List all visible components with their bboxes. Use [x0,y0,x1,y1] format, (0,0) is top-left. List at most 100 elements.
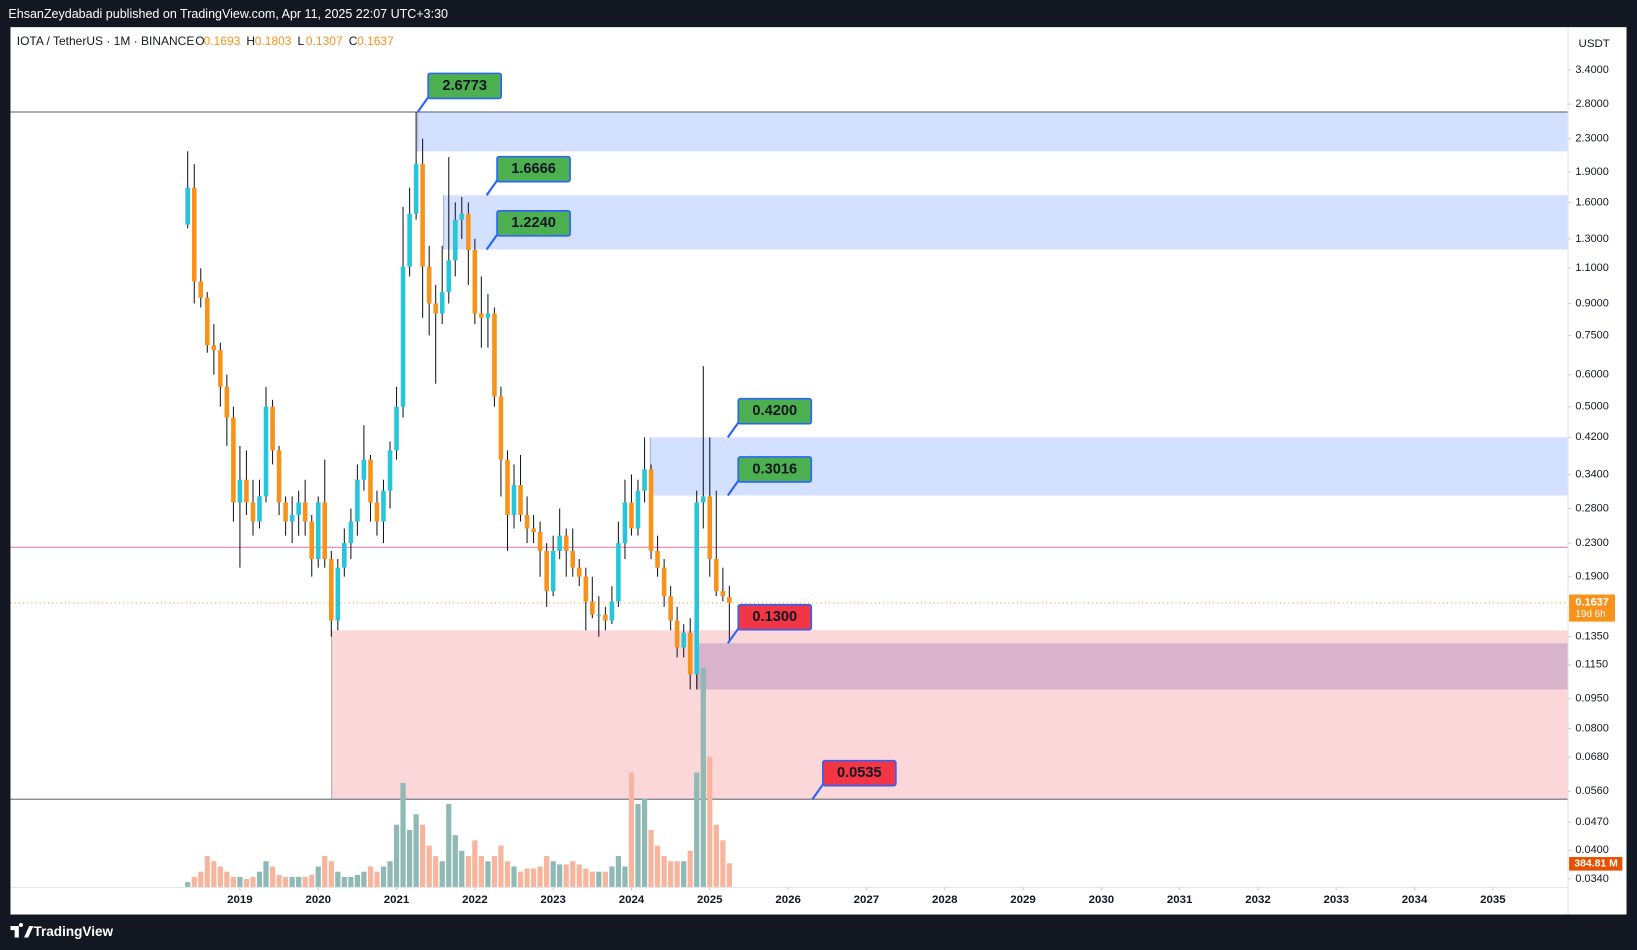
candle-body [433,303,438,314]
candle-body [485,313,491,318]
zone [417,111,1569,152]
volume-bar [602,871,609,888]
callout-box [496,210,571,237]
y-tick-label: 0.1350 [1575,631,1609,643]
publisher: EhsanZeydabadi published on TradingView.… [8,7,448,21]
callout-box [822,759,897,787]
ohlc-letter: O [195,34,204,48]
volume-bar [374,871,380,888]
candle-body [661,567,667,597]
callout-label: 0.4200 [752,403,797,419]
candle-body [472,250,478,314]
candle-body [550,550,556,592]
volume-bar [367,866,374,888]
symbol: IOTA / TetherUS · 1M · BINANCE [17,34,195,48]
candle-body [700,496,706,503]
volume-bar [511,866,517,888]
volume-bar [674,861,680,888]
volume-bar [700,668,706,888]
y-tick-label: 0.1150 [1575,659,1608,671]
x-tick-label: 2026 [775,894,801,906]
x-tick-label: 2028 [932,894,958,906]
callout-box [737,456,813,483]
candle-body [204,297,210,346]
zone [697,643,1569,690]
candle-body [635,490,641,529]
y-tick-label: 0.4200 [1575,431,1609,443]
volume-bar [380,866,387,888]
callout-label: 0.3016 [752,461,797,477]
volume-bar [628,772,635,888]
volume-bar [504,861,511,888]
volume-bar [433,856,439,888]
x-tick-label: 2030 [1089,894,1115,906]
volume-bar [654,845,661,888]
candle-body [642,469,647,491]
y-tick-label: 0.2800 [1575,502,1609,514]
candle-body [479,313,484,318]
volume-bar [322,856,328,888]
candle-body [374,502,380,522]
volume-bar [550,861,556,888]
volume-bar [387,861,393,888]
candle-body [400,266,406,407]
volume-bar [570,861,576,888]
volume-bar [622,866,628,888]
volume-bar [341,876,347,888]
volume-bar [230,876,237,888]
x-tick-label: 2022 [462,894,488,906]
volume-bar [452,835,458,888]
candle-body [368,459,373,503]
volume-bar [328,861,334,888]
volume-bar [211,861,217,888]
volume-bar [250,876,256,888]
volume-bar [309,874,315,888]
candle-body [603,614,608,621]
y-tick-label: 0.0340 [1575,873,1609,885]
candle-body [570,550,576,568]
volume-bar [465,856,471,888]
volume-bar [641,798,648,888]
volume-bar [426,845,432,888]
candle-body [211,345,217,351]
currency: USDT [1579,38,1610,50]
volume-bar [707,756,713,888]
candle-body [309,521,315,560]
countdown: 19d 6h [1575,609,1605,620]
x-tick-label: 2032 [1245,894,1271,906]
candle-body [452,219,458,261]
candle-body [537,532,543,551]
candle-body [381,490,386,522]
volume-bar [302,876,308,888]
volume-bar [237,876,243,888]
volume-bar [635,803,641,888]
x-tick-label: 2019 [227,894,253,906]
volume-bar [491,856,498,888]
candle-body [420,164,425,267]
ohlc-letter: C [349,34,358,48]
x-tick-label: 2029 [1010,894,1036,906]
volume-bar [296,876,302,888]
candle-body [218,350,223,387]
volume-tag [1569,857,1623,871]
candle-body [713,559,719,592]
candle-body [707,496,713,560]
candle-body [557,535,562,551]
candle-body [596,614,602,616]
volume-bar [335,871,341,888]
volume-bar [263,861,269,888]
candle-body [655,550,660,568]
ohlc-value: 0.1637 [357,34,394,48]
x-tick-label: 2034 [1402,894,1428,906]
candle-body [283,502,288,522]
y-tick-label: 0.1900 [1575,571,1609,583]
volume-bar [446,803,452,888]
y-tick-label: 1.6000 [1575,196,1609,208]
candle-body [348,521,354,544]
volume-bar [524,868,530,888]
volume-bar [243,878,250,888]
y-tick-label: 0.0950 [1575,692,1609,704]
candle-body [302,502,308,522]
callout-pointer [485,180,498,196]
